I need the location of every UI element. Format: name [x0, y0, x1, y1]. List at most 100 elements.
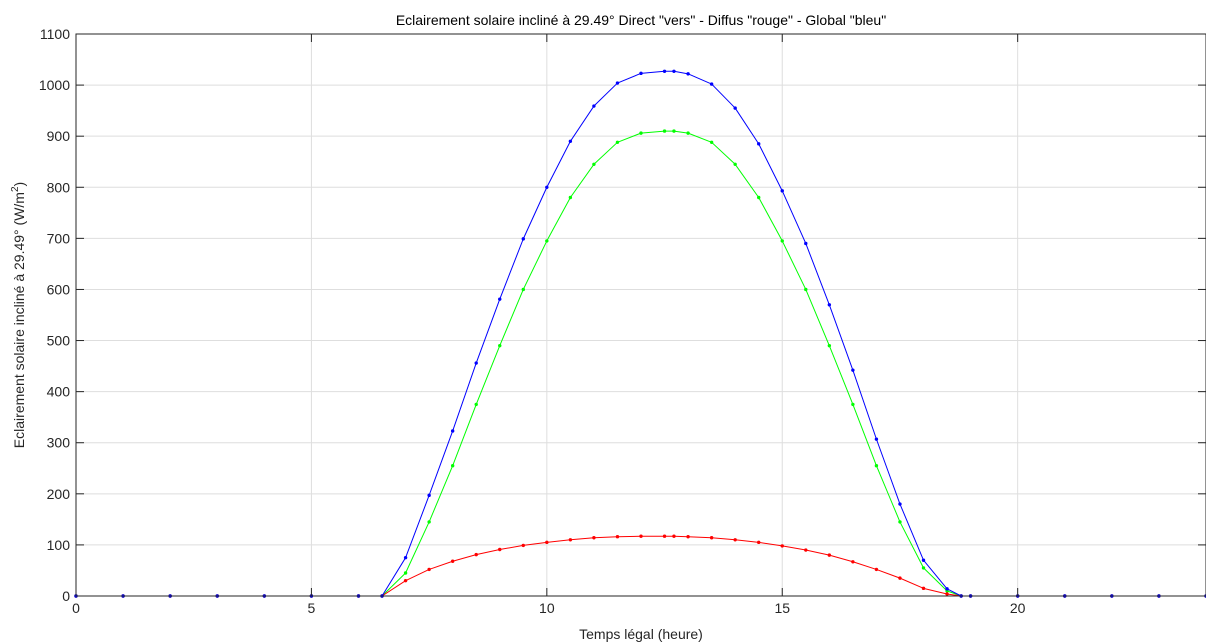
data-point — [427, 493, 431, 498]
data-point — [450, 464, 455, 468]
data-point — [898, 576, 902, 580]
y-axis-ticks: 0 100 200 300 400 500 600 700 800 900 1000 1100 — [39, 26, 1206, 604]
x-tick-label: 5 — [308, 600, 316, 616]
data-point — [874, 437, 879, 441]
data-point — [780, 544, 784, 548]
data-point — [780, 239, 784, 243]
data-point — [898, 520, 902, 524]
data-point — [672, 129, 676, 133]
data-point — [733, 106, 737, 110]
plot-box — [75, 33, 1206, 597]
y-tick-label: 0 — [62, 588, 70, 604]
data-point — [945, 592, 949, 596]
chart-title: Eclairement solaire incliné à 29.49° Dir… — [396, 12, 886, 28]
data-point — [545, 540, 549, 545]
y-tick-label: 300 — [47, 435, 71, 451]
data-point — [851, 368, 855, 372]
data-point — [686, 72, 690, 76]
data-point — [804, 548, 808, 552]
data-point — [521, 237, 525, 241]
data-point — [403, 555, 408, 560]
data-point — [592, 162, 596, 166]
data-point — [686, 535, 690, 539]
grid — [76, 34, 1206, 596]
data-point — [921, 558, 926, 562]
y-axis-label-superscript: 2 — [10, 186, 21, 192]
data-point — [474, 361, 478, 365]
data-point — [733, 162, 737, 166]
data-point — [672, 534, 676, 538]
data-point — [733, 538, 737, 542]
data-point — [498, 343, 502, 348]
data-point — [757, 195, 761, 200]
y-tick-label: 100 — [47, 537, 71, 553]
data-point — [662, 69, 667, 74]
data-point — [568, 195, 573, 200]
data-point — [672, 69, 676, 74]
data-point — [639, 71, 643, 76]
data-point — [474, 552, 478, 557]
data-point — [639, 534, 643, 538]
data-point — [568, 139, 573, 143]
data-point — [403, 571, 408, 575]
data-point — [827, 303, 832, 307]
data-point — [662, 534, 667, 538]
data-point — [804, 287, 808, 292]
data-point — [450, 429, 455, 433]
data-point — [757, 142, 761, 146]
x-tick-label: 15 — [774, 600, 790, 616]
y-tick-label: 1100 — [40, 26, 70, 42]
data-point — [921, 566, 926, 570]
data-point — [615, 535, 620, 539]
y-tick-label: 500 — [47, 333, 71, 349]
data-point — [874, 567, 879, 572]
x-axis-label: Temps légal (heure) — [579, 626, 703, 642]
data-point — [898, 502, 902, 506]
data-point — [851, 560, 855, 564]
data-point — [615, 140, 620, 145]
y-axis-label-end: ) — [11, 182, 27, 187]
data-point — [592, 104, 596, 108]
data-point — [568, 538, 573, 542]
data-point — [474, 402, 478, 407]
x-axis-ticks: 0 5 10 15 20 — [72, 34, 1026, 616]
y-tick-label: 1000 — [39, 77, 70, 93]
data-point — [780, 189, 784, 193]
data-point — [662, 129, 667, 133]
data-point — [827, 553, 832, 557]
data-point — [709, 536, 714, 540]
data-point — [427, 520, 431, 524]
data-point — [592, 536, 596, 540]
data-point — [709, 140, 714, 145]
x-tick-label: 10 — [539, 600, 555, 616]
y-tick-label: 900 — [47, 128, 71, 144]
y-tick-label: 800 — [47, 179, 71, 195]
x-tick-label: 20 — [1010, 600, 1026, 616]
x-tick-label: 0 — [72, 600, 80, 616]
y-tick-label: 200 — [47, 486, 71, 502]
y-axis-label-main: Eclairement solaire incliné à 29.49° (W/… — [11, 192, 27, 448]
data-point — [827, 343, 832, 348]
y-tick-label: 400 — [47, 384, 71, 400]
data-point — [521, 543, 525, 548]
data-point — [521, 287, 525, 292]
data-point — [450, 559, 455, 563]
data-point — [545, 185, 549, 189]
y-tick-label: 600 — [47, 281, 71, 297]
data-point — [403, 578, 408, 583]
data-point — [874, 464, 879, 468]
data-point — [615, 81, 620, 85]
data-point — [945, 587, 949, 591]
data-point — [804, 241, 808, 246]
data-point — [851, 402, 855, 407]
data-point — [639, 131, 643, 135]
data-point — [686, 131, 690, 135]
plot-background — [76, 34, 1206, 596]
y-tick-label: 700 — [47, 230, 71, 246]
data-point — [427, 567, 431, 572]
data-point — [709, 82, 714, 86]
data-point — [498, 547, 502, 552]
y-axis-label: Eclairement solaire incliné à 29.49° (W/… — [10, 182, 27, 448]
data-point — [498, 297, 502, 301]
data-point — [545, 239, 549, 243]
